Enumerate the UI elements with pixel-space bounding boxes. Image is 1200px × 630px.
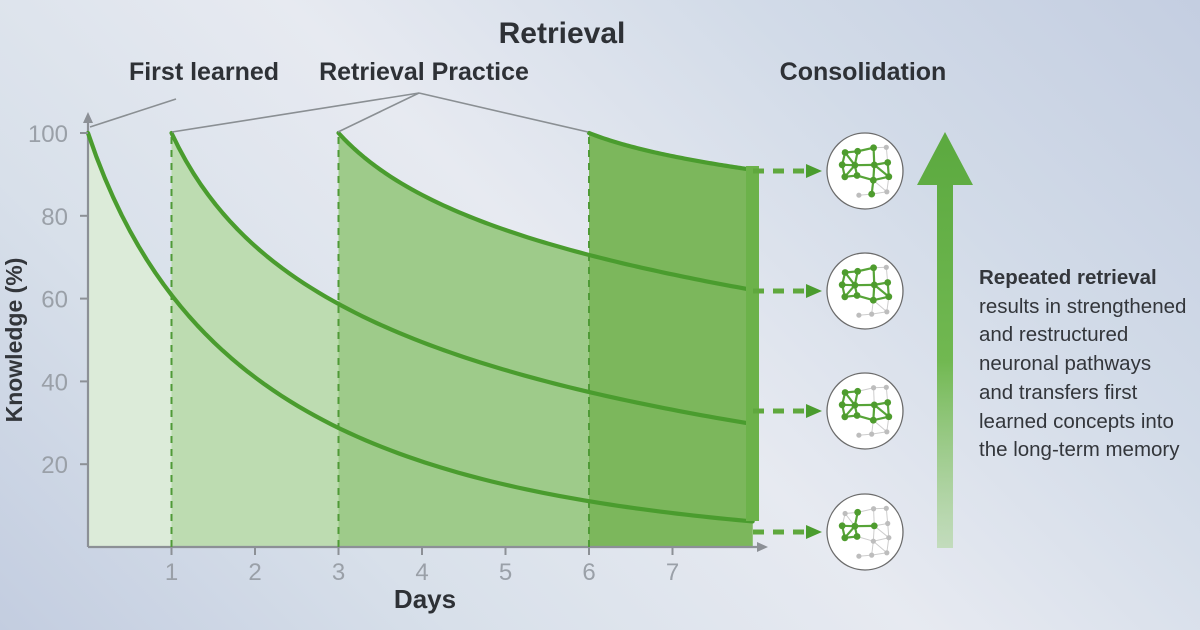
svg-text:Days: Days	[394, 584, 456, 614]
svg-text:3: 3	[332, 559, 345, 586]
svg-text:6: 6	[582, 559, 595, 586]
svg-text:Consolidation: Consolidation	[780, 58, 947, 86]
svg-text:1: 1	[165, 559, 178, 586]
svg-text:2: 2	[248, 559, 261, 586]
svg-text:20: 20	[41, 452, 68, 479]
svg-text:7: 7	[666, 559, 679, 586]
svg-text:40: 40	[41, 369, 68, 396]
svg-text:5: 5	[499, 559, 512, 586]
svg-text:80: 80	[41, 204, 68, 231]
svg-text:Retrieval: Retrieval	[499, 17, 626, 50]
svg-text:100: 100	[28, 121, 68, 148]
svg-text:Knowledge (%): Knowledge (%)	[1, 258, 27, 423]
svg-text:Retrieval Practice: Retrieval Practice	[319, 58, 529, 86]
svg-text:60: 60	[41, 287, 68, 314]
svg-text:First learned: First learned	[129, 58, 279, 86]
svg-text:4: 4	[415, 559, 428, 586]
